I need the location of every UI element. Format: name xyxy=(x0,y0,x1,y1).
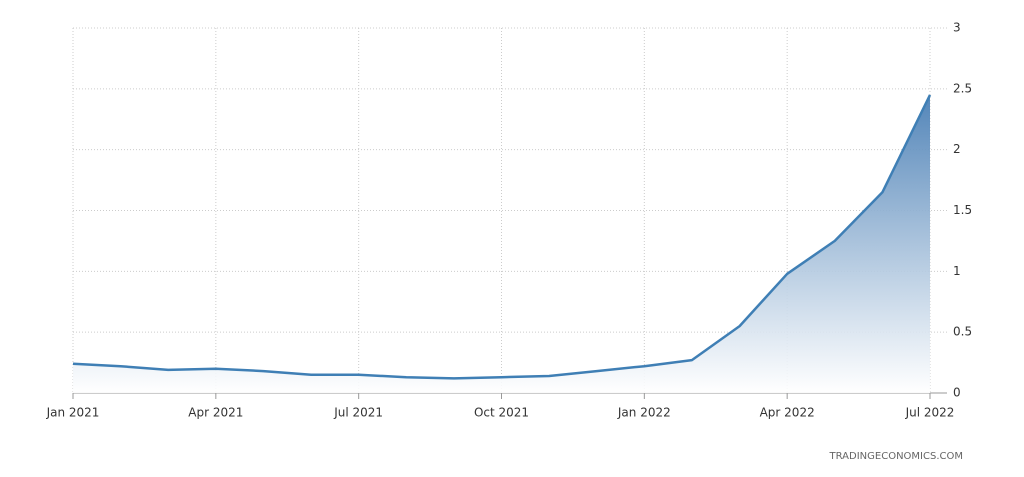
x-tick-label: Jan 2022 xyxy=(617,406,671,420)
y-tick-label: 0.5 xyxy=(953,325,972,339)
source: TRADINGECONOMICS.COM xyxy=(829,451,963,462)
x-tick-label: Jan 2021 xyxy=(46,406,100,420)
x-tick-label: Apr 2021 xyxy=(188,406,243,420)
x-tick-label: Apr 2022 xyxy=(760,406,815,420)
area-fill xyxy=(73,94,930,394)
y-tick-label: 2.5 xyxy=(953,81,972,95)
x-tick-label: Jul 2021 xyxy=(333,406,383,420)
line xyxy=(72,94,932,380)
x-tick-label: Oct 2021 xyxy=(474,406,529,420)
y-tick-label: 1.5 xyxy=(953,203,972,217)
y-tick-label: 3 xyxy=(953,21,961,35)
y-tick-label: 1 xyxy=(953,264,961,278)
y-tick-label: 0 xyxy=(953,386,961,400)
y-tick-label: 2 xyxy=(953,142,961,156)
x-tick-label: Jul 2022 xyxy=(905,406,955,420)
